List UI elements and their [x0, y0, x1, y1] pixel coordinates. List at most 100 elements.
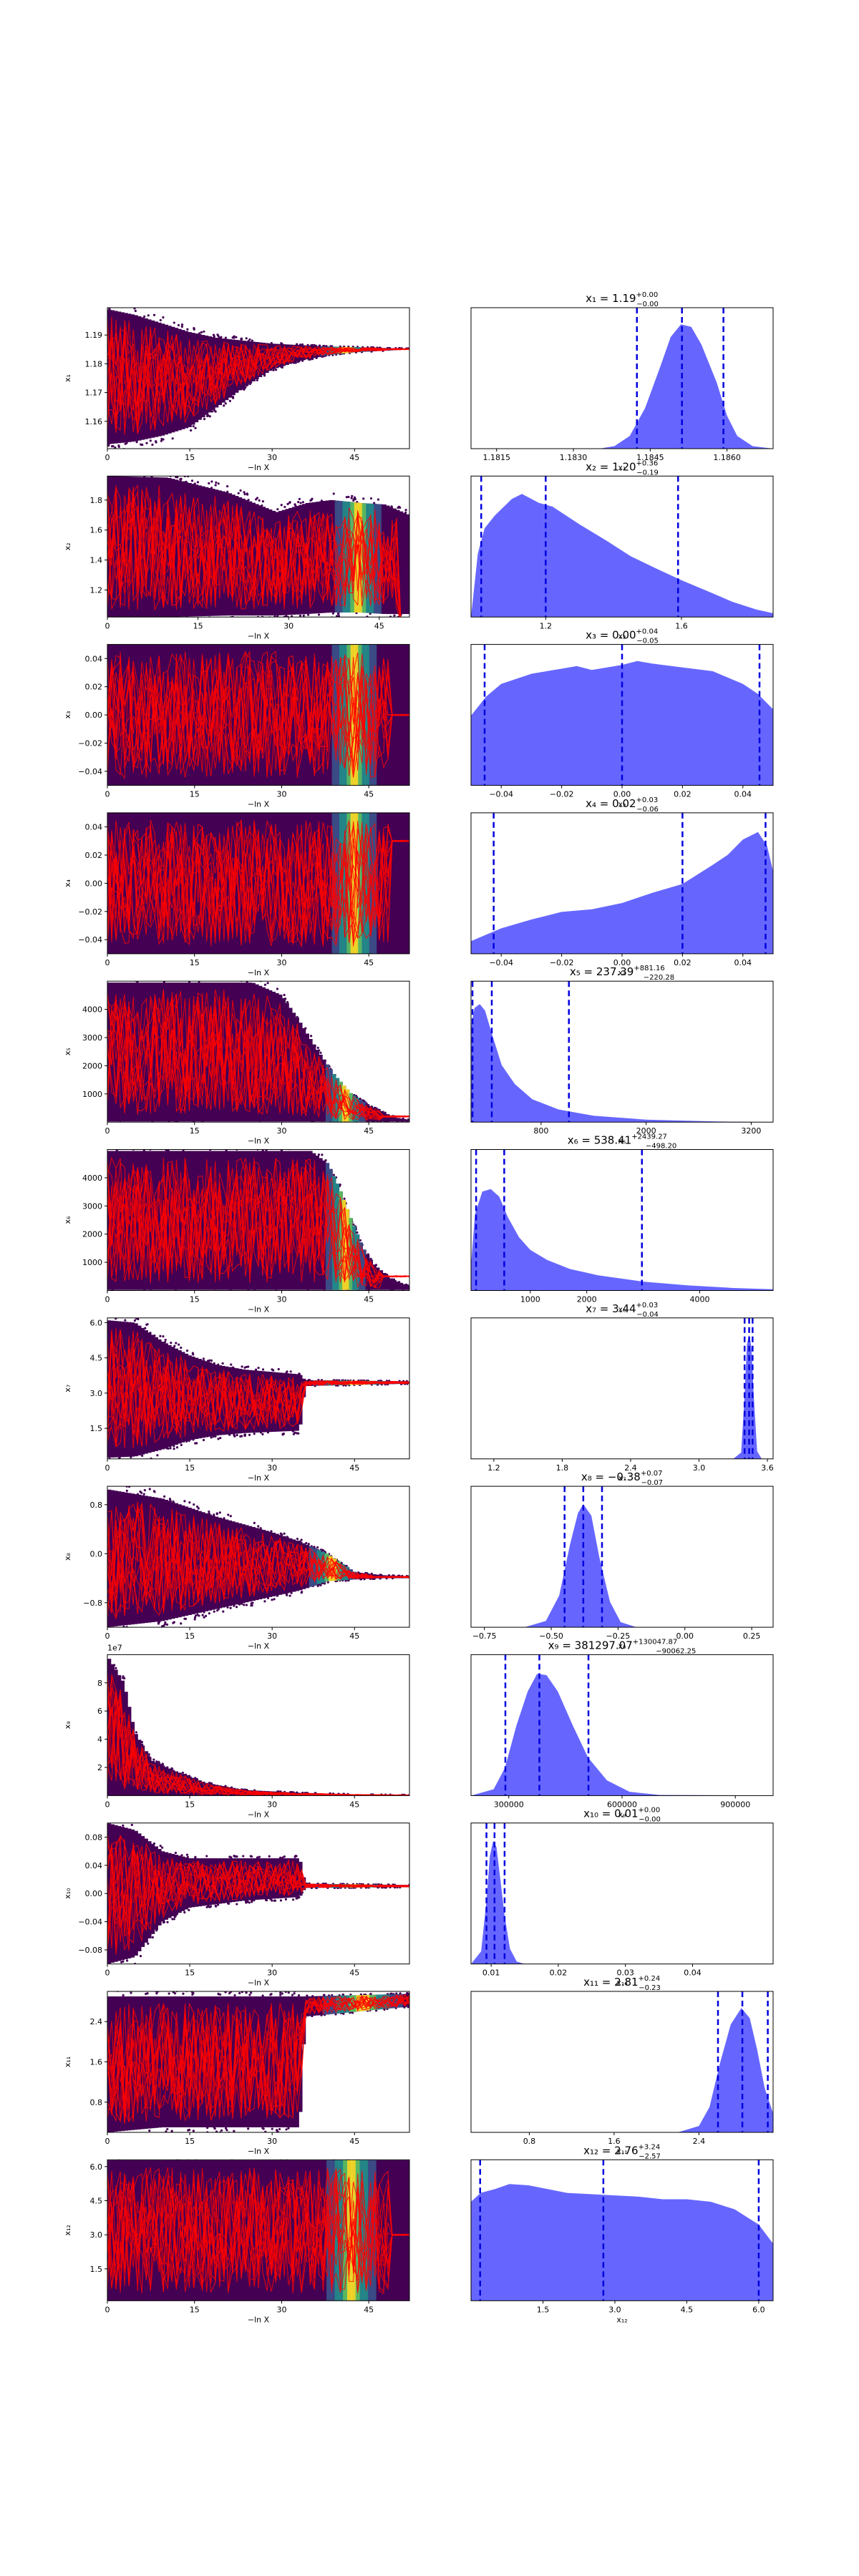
trace-cloud — [265, 1531, 269, 1598]
trace-point — [215, 481, 218, 484]
trace-point — [176, 619, 178, 621]
trace-point — [138, 1797, 140, 1800]
trace-point — [224, 336, 227, 339]
trace-point — [287, 1991, 290, 1994]
trace-point — [228, 1433, 231, 1436]
trace-point — [266, 1431, 270, 1434]
trace-point — [297, 1994, 301, 1997]
trace-xlabel: −ln X — [248, 2147, 270, 2156]
trace-cloud — [315, 1050, 319, 1122]
trace-point — [228, 399, 231, 403]
trace-point — [402, 1117, 404, 1121]
posterior-plot-area-x12 — [471, 2160, 773, 2301]
x-tick-label: 0.02 — [674, 790, 691, 799]
trace-cloud — [255, 1996, 259, 2127]
trace-point — [142, 1493, 145, 1496]
trace-point — [209, 1905, 213, 1908]
trace-point — [186, 1855, 190, 1859]
trace-point — [346, 635, 348, 638]
trace-cloud — [305, 1033, 309, 1122]
y-tick-label: 2.4 — [90, 2017, 103, 2026]
trace-cloud — [325, 500, 330, 613]
trace-point — [247, 340, 250, 343]
x-tick-label: 0 — [105, 790, 110, 799]
trace-point — [276, 2129, 278, 2132]
trace-density-band — [335, 1184, 340, 1290]
trace-point — [203, 2133, 205, 2135]
trace-point — [344, 804, 346, 806]
trace-point — [241, 2306, 243, 2308]
trace-point — [121, 957, 123, 960]
trace-point — [144, 1327, 147, 1330]
trace-point — [280, 1149, 283, 1152]
trace-point — [266, 618, 268, 620]
trace-point — [329, 808, 331, 810]
trace-point — [165, 2130, 168, 2132]
posterior-axes-frame — [470, 1991, 774, 2133]
trace-point — [122, 1824, 125, 1827]
trace-point — [127, 1486, 131, 1488]
trace-cloud — [191, 1858, 195, 1908]
trace-point — [183, 2308, 185, 2310]
y-tick-label: −0.02 — [78, 739, 102, 748]
trace-point — [236, 1147, 238, 1149]
trace-point — [213, 2151, 215, 2153]
x-tick-label: 1.6 — [675, 621, 688, 630]
trace-cloud — [114, 1491, 118, 1626]
trace-cloud — [221, 1996, 225, 2127]
trace-point — [213, 2127, 216, 2130]
trace-point — [134, 309, 137, 313]
trace-point — [329, 1293, 331, 1295]
trace-point — [107, 444, 110, 447]
trace-cloud — [110, 1151, 115, 1290]
trace-point — [154, 957, 156, 959]
trace-point — [394, 2306, 396, 2308]
trace-plot-area-x2 — [107, 476, 409, 625]
trace-point — [349, 793, 351, 795]
trace-point — [291, 1430, 294, 1433]
x-tick-label: 0 — [105, 1800, 110, 1809]
trace-point — [342, 957, 344, 960]
trace-point — [178, 2160, 180, 2162]
trace-point — [111, 792, 113, 794]
trace-cloud — [299, 1151, 303, 1290]
trace-point — [344, 640, 346, 642]
trace-point — [347, 636, 349, 638]
trace-point — [145, 1296, 147, 1298]
trace-point — [186, 1143, 188, 1145]
trace-point — [146, 623, 148, 625]
trace-point — [355, 1121, 358, 1123]
posterior-title: x₅ = 237.39+881.16 −220.28 — [570, 965, 674, 982]
x-tick-label: 45 — [364, 958, 374, 967]
trace-point — [184, 1123, 186, 1126]
x-tick-label: 45 — [349, 1463, 359, 1473]
trace-cloud — [382, 1272, 387, 1290]
trace-ylabel: x₆ — [63, 1216, 72, 1224]
trace-point — [139, 2304, 141, 2306]
trace-cloud — [278, 1858, 283, 1898]
trace-cloud — [241, 644, 246, 786]
trace-point — [261, 1368, 265, 1371]
trace-point — [122, 1800, 124, 1802]
trace-point — [269, 1898, 272, 1901]
trace-point — [211, 791, 213, 794]
trace-cloud — [221, 1365, 225, 1435]
trace-point — [345, 959, 347, 961]
trace-point — [124, 2306, 126, 2308]
trace-point — [173, 1916, 176, 1918]
trace-point — [399, 2307, 401, 2309]
trace-point — [263, 1292, 266, 1294]
trace-point — [211, 809, 213, 811]
posterior-axes-frame — [470, 1317, 774, 1460]
x-tick-label: 0 — [105, 2305, 110, 2314]
trace-ylabel: x₂ — [63, 542, 72, 550]
trace-point — [137, 976, 139, 978]
trace-point — [136, 2301, 138, 2303]
trace-cloud — [291, 644, 296, 786]
trace-point — [108, 640, 110, 643]
trace-axes-frame — [107, 1149, 410, 1291]
trace-cloud — [225, 1858, 229, 1903]
y-tick-label: 0.00 — [85, 879, 103, 888]
trace-cloud — [309, 812, 313, 954]
trace-point — [343, 1123, 345, 1125]
